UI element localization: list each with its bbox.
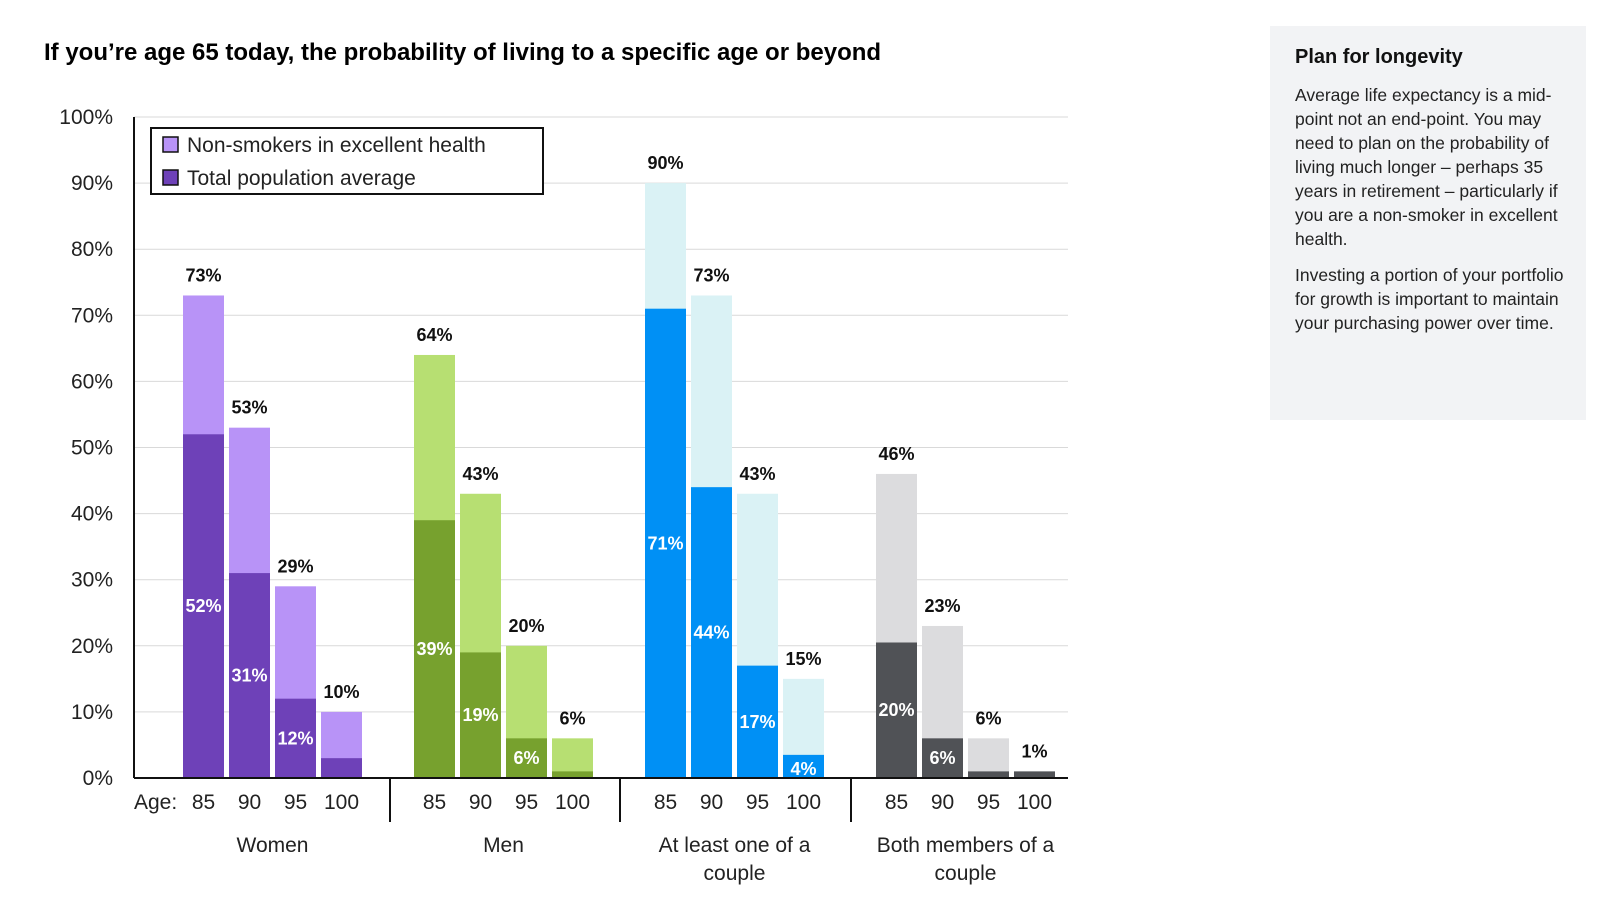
x-tick-label: 85 bbox=[654, 791, 677, 814]
x-tick-label: 95 bbox=[746, 791, 769, 814]
group-label-line: couple bbox=[704, 862, 766, 885]
y-axis-ticks: 0% 10% 20% 30% 40% 50% 60% 70% 80% 90% 100% bbox=[59, 106, 113, 790]
group-label: Women bbox=[237, 834, 309, 857]
bar-total-population bbox=[460, 652, 501, 778]
x-tick-label: 100 bbox=[1017, 791, 1052, 814]
data-label-non-smokers: 1% bbox=[1021, 741, 1047, 761]
data-label-non-smokers: 73% bbox=[185, 265, 221, 285]
data-label-total-population: 19% bbox=[462, 705, 498, 725]
y-tick-label: 60% bbox=[71, 370, 113, 393]
data-label-non-smokers: 15% bbox=[785, 649, 821, 669]
data-label-non-smokers: 6% bbox=[559, 708, 585, 728]
data-label-non-smokers: 6% bbox=[975, 708, 1001, 728]
x-tick-label: 85 bbox=[885, 791, 908, 814]
bar-total-population bbox=[783, 754, 824, 778]
x-tick-label: 95 bbox=[977, 791, 1000, 814]
bars: 73% 52% 53% 31% 29% 12% 10% 64% 39% 43% 19% 20% 6% 6%… bbox=[183, 153, 1055, 779]
data-label-total-population: 6% bbox=[929, 748, 955, 768]
data-label-total-population: 4% bbox=[790, 759, 816, 779]
axes bbox=[133, 117, 1068, 822]
legend-box bbox=[150, 127, 544, 195]
x-tick-label: 85 bbox=[192, 791, 215, 814]
x-axis-labels: Age: 85 90 95 100 Women 85 90 95 100 Men 85 90 95 100 A… bbox=[134, 791, 1055, 885]
bar-total-population bbox=[737, 665, 778, 778]
data-label-non-smokers: 73% bbox=[693, 265, 729, 285]
bar-total-population bbox=[229, 573, 270, 778]
sidebar-paragraph-1: Average life expectancy is a mid-point n… bbox=[1295, 85, 1558, 249]
data-label-total-population: 6% bbox=[513, 748, 539, 768]
data-label-non-smokers: 10% bbox=[323, 682, 359, 702]
sidebar-panel: Plan for longevity Average life expectan… bbox=[1270, 26, 1586, 420]
x-tick-label: 100 bbox=[324, 791, 359, 814]
group-label-line: couple bbox=[935, 862, 997, 885]
bar-total-population bbox=[414, 520, 455, 778]
group-label-line: Both members of a bbox=[877, 834, 1055, 857]
x-tick-label: 95 bbox=[284, 791, 307, 814]
data-label-non-smokers: 20% bbox=[508, 616, 544, 636]
data-label-non-smokers: 64% bbox=[416, 325, 452, 345]
x-tick-label: 90 bbox=[931, 791, 954, 814]
gridlines bbox=[134, 116, 1068, 713]
data-label-non-smokers: 90% bbox=[647, 153, 683, 173]
legend: Non-smokers in excellent health Total po… bbox=[150, 127, 544, 195]
data-label-total-population: 17% bbox=[739, 712, 775, 732]
legend-label-total-population: Total population average bbox=[187, 167, 416, 190]
x-tick-label: 100 bbox=[786, 791, 821, 814]
data-label-non-smokers: 43% bbox=[739, 464, 775, 484]
bar-total-population bbox=[876, 642, 917, 778]
data-label-total-population: 20% bbox=[878, 700, 914, 720]
chart-title: If you’re age 65 today, the probability … bbox=[44, 39, 881, 66]
data-label-total-population: 31% bbox=[231, 666, 267, 686]
x-tick-label: 95 bbox=[515, 791, 538, 814]
group-label-line: Men bbox=[483, 834, 524, 857]
bar-total-population bbox=[552, 771, 593, 778]
data-label-non-smokers: 53% bbox=[231, 398, 267, 418]
group-label: At least one of a couple bbox=[659, 834, 811, 885]
y-tick-label: 20% bbox=[71, 635, 113, 658]
group-label-line: Women bbox=[237, 834, 309, 857]
y-tick-label: 50% bbox=[71, 437, 113, 460]
bar-total-population bbox=[691, 487, 732, 778]
bar-total-population bbox=[275, 698, 316, 778]
y-tick-label: 70% bbox=[71, 304, 113, 327]
x-tick-label: 90 bbox=[469, 791, 492, 814]
data-label-total-population: 39% bbox=[416, 639, 452, 659]
x-tick-label: 90 bbox=[700, 791, 723, 814]
legend-label-non-smokers: Non-smokers in excellent health bbox=[187, 134, 486, 157]
legend-swatch-total-population bbox=[162, 169, 179, 186]
group-label-line: At least one of a bbox=[659, 834, 811, 857]
x-tick-label: 100 bbox=[555, 791, 590, 814]
bar-total-population bbox=[922, 738, 963, 778]
y-tick-label: 90% bbox=[71, 172, 113, 195]
group-label: Men bbox=[483, 834, 524, 857]
x-tick-label: 90 bbox=[238, 791, 261, 814]
data-label-non-smokers: 23% bbox=[924, 596, 960, 616]
data-label-non-smokers: 43% bbox=[462, 464, 498, 484]
sidebar-title: Plan for longevity bbox=[1295, 46, 1463, 68]
y-tick-label: 0% bbox=[83, 767, 113, 790]
y-tick-label: 100% bbox=[59, 106, 113, 129]
x-axis-prefix: Age: bbox=[134, 791, 177, 814]
bar-total-population bbox=[1014, 771, 1055, 778]
y-tick-label: 80% bbox=[71, 238, 113, 261]
data-label-total-population: 52% bbox=[185, 596, 221, 616]
legend-swatch-non-smokers bbox=[162, 136, 179, 153]
bar-total-population bbox=[183, 434, 224, 778]
data-label-non-smokers: 46% bbox=[878, 444, 914, 464]
y-tick-label: 40% bbox=[71, 503, 113, 526]
data-label-total-population: 71% bbox=[647, 533, 683, 553]
data-label-total-population: 12% bbox=[277, 728, 313, 748]
data-label-non-smokers: 29% bbox=[277, 556, 313, 576]
bar-total-population bbox=[968, 771, 1009, 778]
chart: If you’re age 65 today, the probability … bbox=[44, 39, 1068, 885]
x-tick-label: 85 bbox=[423, 791, 446, 814]
y-tick-label: 30% bbox=[71, 569, 113, 592]
y-tick-label: 10% bbox=[71, 701, 113, 724]
bar-total-population bbox=[645, 308, 686, 778]
bar-total-population bbox=[321, 758, 362, 778]
data-label-total-population: 44% bbox=[693, 623, 729, 643]
bar-total-population bbox=[506, 738, 547, 778]
group-label: Both members of a couple bbox=[877, 834, 1055, 885]
sidebar-paragraph-2: Investing a portion of your portfolio fo… bbox=[1295, 265, 1564, 333]
